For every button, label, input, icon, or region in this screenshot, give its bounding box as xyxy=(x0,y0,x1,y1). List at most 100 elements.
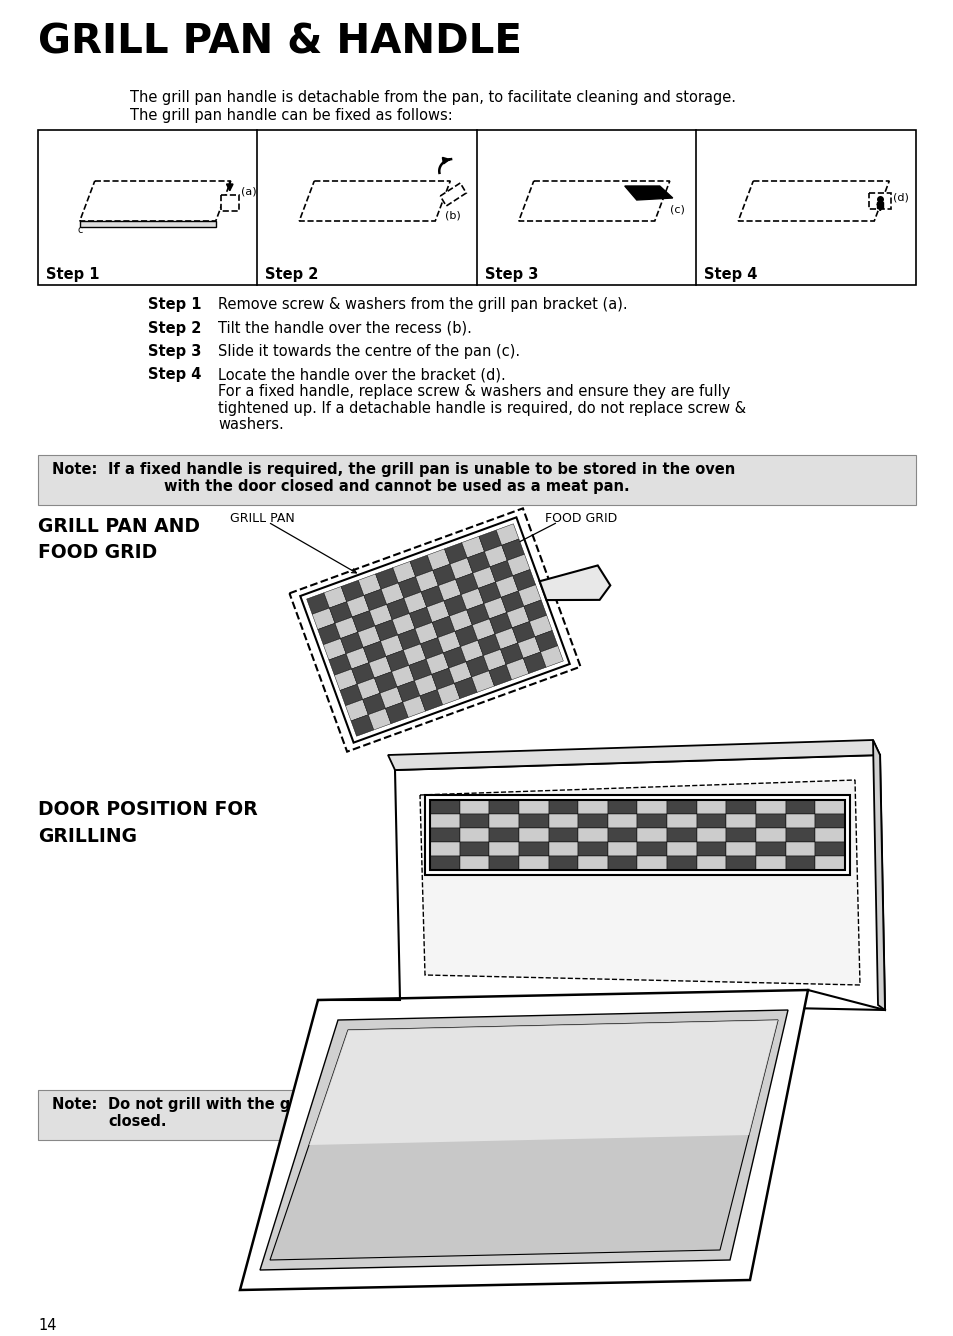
Polygon shape xyxy=(386,599,409,620)
Polygon shape xyxy=(345,700,368,721)
Bar xyxy=(696,828,725,842)
Polygon shape xyxy=(385,703,408,724)
Bar xyxy=(548,814,578,828)
Bar xyxy=(666,814,696,828)
Polygon shape xyxy=(356,677,379,700)
Polygon shape xyxy=(500,591,523,612)
Polygon shape xyxy=(443,595,466,616)
Polygon shape xyxy=(335,669,356,691)
Bar xyxy=(38,456,915,505)
Text: Step 2: Step 2 xyxy=(265,267,318,282)
Polygon shape xyxy=(362,693,385,715)
Text: FOOD GRID: FOOD GRID xyxy=(544,512,617,525)
Polygon shape xyxy=(402,696,425,717)
Polygon shape xyxy=(352,663,374,684)
Bar xyxy=(725,828,756,842)
Bar xyxy=(725,856,756,870)
Polygon shape xyxy=(299,180,450,220)
Bar xyxy=(785,842,815,856)
Text: DOOR POSITION FOR
GRILLING: DOOR POSITION FOR GRILLING xyxy=(38,800,257,846)
Polygon shape xyxy=(374,672,396,693)
Polygon shape xyxy=(436,683,459,705)
Polygon shape xyxy=(312,608,335,629)
Polygon shape xyxy=(529,616,552,637)
Polygon shape xyxy=(289,509,580,752)
Bar xyxy=(548,828,578,842)
Polygon shape xyxy=(341,580,363,601)
Polygon shape xyxy=(473,566,495,588)
Bar xyxy=(578,814,607,828)
Polygon shape xyxy=(368,708,391,729)
Bar xyxy=(696,814,725,828)
Text: Note:: Note: xyxy=(52,1097,108,1112)
Polygon shape xyxy=(444,542,467,564)
Polygon shape xyxy=(363,641,386,663)
Polygon shape xyxy=(477,582,500,604)
Bar xyxy=(489,800,518,814)
Text: Step 2: Step 2 xyxy=(148,321,201,335)
Bar xyxy=(607,800,637,814)
Polygon shape xyxy=(369,604,392,627)
Polygon shape xyxy=(450,558,473,580)
Polygon shape xyxy=(467,552,490,573)
Bar xyxy=(696,800,725,814)
Polygon shape xyxy=(868,192,890,208)
Polygon shape xyxy=(523,600,546,621)
Text: Note:: Note: xyxy=(52,462,108,477)
Bar xyxy=(430,842,459,856)
Polygon shape xyxy=(461,536,484,558)
Polygon shape xyxy=(433,564,456,585)
Bar xyxy=(637,800,666,814)
Bar xyxy=(785,800,815,814)
Polygon shape xyxy=(80,220,215,227)
Polygon shape xyxy=(426,601,449,623)
Bar xyxy=(637,856,666,870)
Bar xyxy=(725,814,756,828)
Bar xyxy=(666,800,696,814)
Bar xyxy=(756,856,785,870)
Polygon shape xyxy=(379,687,402,708)
Text: GRILL PAN: GRILL PAN xyxy=(230,512,294,525)
Text: If a fixed handle is required, the grill pan is unable to be stored in the oven: If a fixed handle is required, the grill… xyxy=(108,462,735,477)
Polygon shape xyxy=(80,180,231,220)
Text: GRILL PAN AND
FOOD GRID: GRILL PAN AND FOOD GRID xyxy=(38,517,200,562)
Text: Locate the handle over the bracket (d).: Locate the handle over the bracket (d). xyxy=(218,367,505,382)
Text: The grill pan handle can be fixed as follows:: The grill pan handle can be fixed as fol… xyxy=(130,108,453,123)
Text: Remove screw & washers from the grill pan bracket (a).: Remove screw & washers from the grill pa… xyxy=(218,297,627,313)
Polygon shape xyxy=(501,538,524,561)
Polygon shape xyxy=(410,556,433,577)
Bar xyxy=(607,828,637,842)
Bar xyxy=(518,828,548,842)
Bar xyxy=(489,814,518,828)
Polygon shape xyxy=(449,661,471,683)
Bar xyxy=(518,800,548,814)
Bar xyxy=(785,856,815,870)
Text: Step 4: Step 4 xyxy=(703,267,757,282)
Polygon shape xyxy=(324,587,346,608)
Polygon shape xyxy=(437,632,460,653)
Polygon shape xyxy=(386,651,409,672)
Bar xyxy=(756,800,785,814)
Polygon shape xyxy=(460,640,483,661)
Polygon shape xyxy=(352,611,375,632)
Bar xyxy=(815,856,844,870)
Polygon shape xyxy=(369,656,392,677)
Bar xyxy=(756,828,785,842)
Bar xyxy=(637,828,666,842)
Bar xyxy=(518,856,548,870)
Polygon shape xyxy=(507,554,530,576)
Bar xyxy=(815,814,844,828)
Polygon shape xyxy=(403,644,426,665)
Polygon shape xyxy=(381,582,403,604)
Polygon shape xyxy=(427,549,450,570)
Bar xyxy=(548,800,578,814)
Polygon shape xyxy=(335,617,357,639)
Polygon shape xyxy=(477,635,500,656)
Bar xyxy=(607,842,637,856)
Polygon shape xyxy=(472,619,495,640)
Polygon shape xyxy=(420,585,443,607)
Polygon shape xyxy=(403,592,426,613)
Text: The grill pan handle is detachable from the pan, to facilitate cleaning and stor: The grill pan handle is detachable from … xyxy=(130,90,735,106)
Bar xyxy=(548,842,578,856)
Text: Step 4: Step 4 xyxy=(148,367,201,382)
